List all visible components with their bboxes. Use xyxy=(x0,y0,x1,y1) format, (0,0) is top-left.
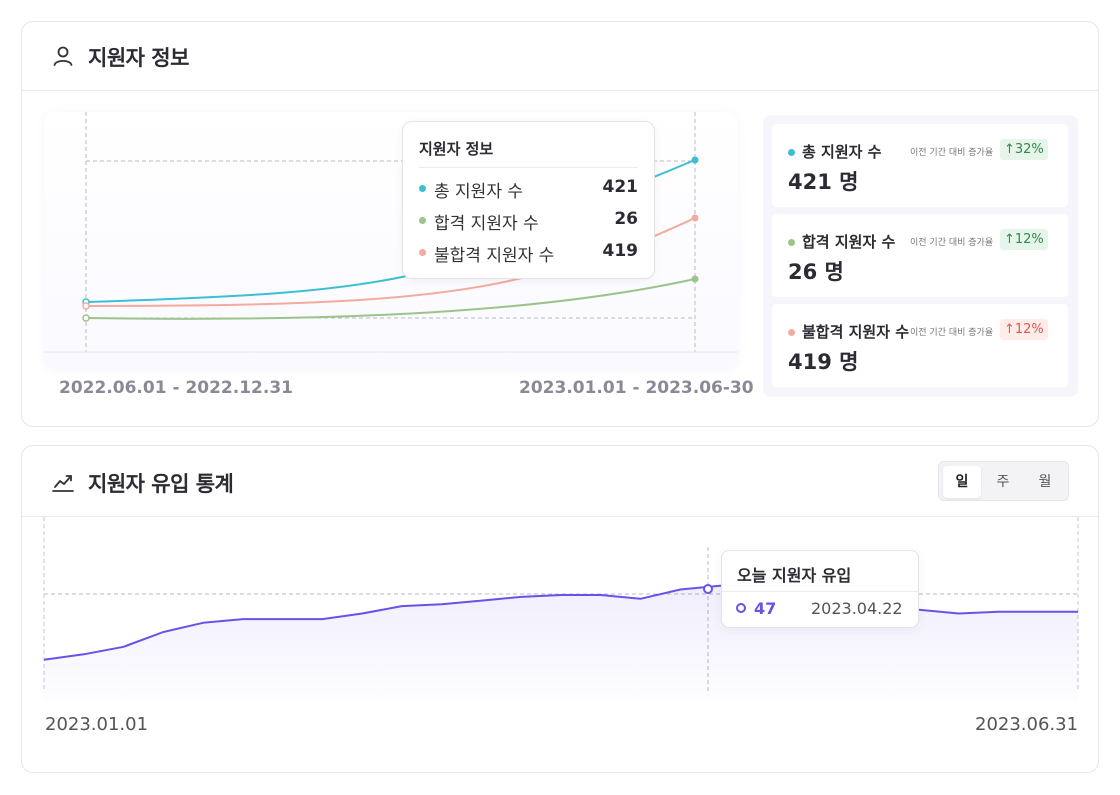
tooltip-row-label: 합격 지원자 수 xyxy=(434,214,539,234)
series-line-total xyxy=(85,159,696,303)
stat-compare-label: 이전 기간 대비 증가율 xyxy=(910,148,994,158)
tooltip-value: 47 xyxy=(754,599,777,618)
tooltip-row-passed: 합격 지원자 수 26 xyxy=(419,209,638,234)
stat-card-passed: 합격 지원자 수 이전 기간 대비 증가율 ↑12% 26 명 xyxy=(772,214,1068,297)
stats-panel: 총 지원자 수 이전 기간 대비 증가율 ↑32% 421 명 합격 지원자 수… xyxy=(763,115,1078,397)
legend-marker xyxy=(736,603,746,613)
inflow-tooltip: 오늘 지원자 유입 47 2023.04.22 xyxy=(721,550,919,628)
tooltip-row-value: 26 xyxy=(614,209,638,229)
user-icon xyxy=(53,46,73,66)
tooltip-title: 오늘 지원자 유입 xyxy=(737,566,852,585)
legend-dot xyxy=(419,185,426,192)
period-option-day[interactable]: 일 xyxy=(943,466,981,498)
legend-dot xyxy=(788,239,795,246)
series-point-passed-start xyxy=(82,314,90,322)
stat-label: 총 지원자 수 xyxy=(802,143,882,161)
card-title: 지원자 유입 통계 xyxy=(88,472,234,496)
tooltip-title: 지원자 정보 xyxy=(419,140,494,158)
card-title: 지원자 정보 xyxy=(88,46,189,70)
legend-dot xyxy=(788,149,795,156)
tooltip-row-value: 421 xyxy=(602,177,639,197)
series-line-passed xyxy=(85,278,696,320)
highlight-point[interactable] xyxy=(703,584,713,594)
series-point-total-end[interactable] xyxy=(691,156,699,164)
stat-card-rejected: 불합격 지원자 수 이전 기간 대비 증가율 ↑12% 419 명 xyxy=(772,304,1068,387)
stat-change-badge: ↑32% xyxy=(1000,139,1048,160)
tooltip-row-total: 총 지원자 수 421 xyxy=(419,177,639,202)
x-axis-end-label: 2023.06.31 xyxy=(975,714,1079,735)
series-point-rejected-end[interactable] xyxy=(691,214,699,222)
inflow-area-fill xyxy=(44,583,1078,702)
trend-up-icon xyxy=(52,475,74,492)
tooltip-divider xyxy=(722,591,918,592)
period-option-week[interactable]: 주 xyxy=(996,474,1010,490)
card-header: 지원자 정보 xyxy=(22,22,1098,91)
applicant-tooltip: 지원자 정보 총 지원자 수 421 합격 지원자 수 26 불합격 지원자 수… xyxy=(402,121,655,279)
tooltip-row-value: 419 xyxy=(602,241,639,261)
stat-value: 419 명 xyxy=(788,350,859,374)
stat-card-total: 총 지원자 수 이전 기간 대비 증가율 ↑32% 421 명 xyxy=(772,124,1068,207)
series-point-rejected-start xyxy=(82,302,90,310)
series-point-passed-end[interactable] xyxy=(691,275,699,283)
tooltip-date: 2023.04.22 xyxy=(811,599,903,618)
tooltip-row-rejected: 불합격 지원자 수 419 xyxy=(419,241,639,266)
legend-dot xyxy=(788,329,795,336)
tooltip-divider xyxy=(419,167,638,168)
stat-compare-label: 이전 기간 대비 증가율 xyxy=(910,238,994,248)
period-end-label: 2023.01.01 - 2023.06-30 xyxy=(519,378,754,398)
period-start-label: 2022.06.01 - 2022.12.31 xyxy=(59,378,293,398)
tooltip-row-label: 불합격 지원자 수 xyxy=(434,246,555,266)
applicant-info-card: 지원자 정보 지원자 정보 총 지원자 수 421 xyxy=(21,21,1099,427)
period-option-month[interactable]: 월 xyxy=(1038,474,1052,490)
tooltip-row-label: 총 지원자 수 xyxy=(434,182,524,202)
stat-label: 불합격 지원자 수 xyxy=(802,323,910,341)
legend-dot xyxy=(419,249,426,256)
stat-change-badge: ↑12% xyxy=(1000,229,1048,250)
inflow-area-chart xyxy=(43,517,1079,702)
card-header: 지원자 유입 통계 일 주 월 xyxy=(22,446,1098,517)
period-toggle: 일 주 월 xyxy=(938,461,1069,501)
stat-value: 421 명 xyxy=(788,170,859,194)
legend-dot xyxy=(419,217,426,224)
stat-value: 26 명 xyxy=(788,260,844,284)
stat-compare-label: 이전 기간 대비 증가율 xyxy=(910,328,994,338)
x-axis-start-label: 2023.01.01 xyxy=(45,714,149,735)
stat-change-badge: ↑12% xyxy=(1000,319,1048,340)
stat-label: 합격 지원자 수 xyxy=(802,233,896,251)
inflow-stats-card: 지원자 유입 통계 일 주 월 오늘 지원자 유입 47 2023.04.22 … xyxy=(21,445,1099,773)
